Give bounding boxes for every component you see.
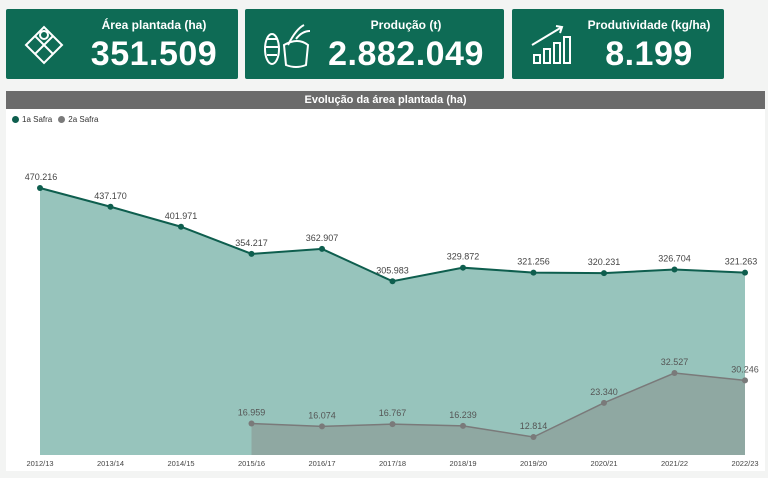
chart-legend: 1a Safra 2a Safra	[12, 115, 99, 124]
safra2-data-label: 16.239	[449, 410, 477, 420]
safra2-point	[671, 370, 678, 376]
x-axis-tick-label: 2021/22	[661, 459, 688, 468]
legend-marker-safra1	[12, 116, 19, 123]
x-axis-tick-label: 2014/15	[167, 459, 194, 468]
kpi-card-production: Produção (t) 2.882.049	[245, 9, 504, 79]
safra1-data-label: 305.983	[376, 265, 409, 275]
kpi-productivity-value: 8.199	[605, 35, 693, 73]
x-axis-tick-label: 2015/16	[238, 459, 265, 468]
series-safra2-area	[251, 373, 745, 455]
safra1-data-label: 329.872	[447, 252, 480, 262]
safra1-data-label: 437.170	[94, 191, 127, 201]
kpi-card-productivity: Produtividade (kg/ha) 8.199	[512, 9, 724, 79]
safra2-point	[530, 434, 537, 440]
safra1-data-label: 362.907	[306, 233, 339, 243]
safra1-point	[178, 223, 184, 230]
x-axis-tick-label: 2019/20	[520, 459, 547, 468]
safra2-data-label: 12.814	[520, 421, 548, 431]
x-axis-tick-label: 2017/18	[379, 459, 406, 468]
x-axis-tick-label: 2013/14	[97, 459, 124, 468]
safra1-data-label: 354.217	[235, 238, 268, 248]
safra2-point	[460, 422, 466, 429]
safra1-point	[742, 269, 748, 276]
safra1-data-label: 320.231	[588, 257, 621, 267]
kpi-area-value: 351.509	[90, 35, 218, 73]
safra1-point	[37, 185, 43, 191]
growth-chart-icon	[531, 25, 571, 64]
safra1-data-label: 401.971	[165, 211, 198, 221]
safra2-point	[248, 420, 255, 427]
x-axis-tick-label: 2016/17	[308, 459, 335, 468]
safra1-point	[319, 245, 325, 252]
safra2-data-label: 23.340	[590, 387, 618, 397]
safra2-point	[742, 377, 748, 384]
safra2-data-label: 32.527	[661, 357, 689, 367]
kpi-card-area: Área plantada (ha) 351.509	[6, 9, 238, 79]
safra1-data-label: 470.216	[25, 172, 58, 182]
safra1-point	[248, 250, 255, 257]
kpi-production-value: 2.882.049	[328, 35, 484, 73]
chart-title: Evolução da área plantada (ha)	[6, 91, 765, 109]
safra2-point	[319, 423, 325, 430]
area-chart-plot: 470.216 437.170 401.971 354.217 362.907 305.9…	[25, 172, 759, 468]
legend-label-safra1: 1a Safra	[22, 115, 53, 124]
safra2-data-label: 16.767	[379, 408, 407, 418]
safra2-point	[601, 399, 607, 406]
safra1-data-label: 321.263	[725, 257, 758, 267]
safra1-data-label: 321.256	[517, 257, 550, 267]
safra2-point	[389, 421, 396, 428]
safra1-point	[671, 266, 678, 273]
harvest-sack-icon	[264, 24, 311, 68]
x-axis-tick-label: 2022/23	[731, 459, 758, 468]
field-map-icon	[24, 25, 64, 65]
x-axis-tick-label: 2020/21	[590, 459, 617, 468]
legend-label-safra2: 2a Safra	[68, 115, 99, 124]
safra1-point	[601, 270, 607, 277]
safra1-point	[389, 278, 396, 285]
series-safra2-line	[251, 372, 746, 438]
safra2-data-label: 16.074	[308, 410, 336, 420]
safra1-point	[530, 269, 537, 276]
x-axis-tick-label: 2018/19	[449, 459, 476, 468]
safra2-data-label: 30.246	[731, 364, 759, 374]
series-safra1-area	[40, 188, 745, 455]
x-axis-tick-label: 2012/13	[26, 459, 53, 468]
kpi-production-title: Produção (t)	[370, 18, 442, 32]
area-chart-card: Evolução da área plantada (ha) 1a Safra …	[6, 91, 765, 471]
safra1-point	[460, 264, 466, 271]
kpi-area-title: Área plantada (ha)	[101, 18, 207, 32]
safra1-data-label: 326.704	[658, 253, 691, 263]
kpi-productivity-title: Produtividade (kg/ha)	[587, 18, 711, 32]
legend-marker-safra2	[58, 116, 66, 123]
safra1-point	[107, 203, 114, 210]
safra2-data-label: 16.959	[238, 408, 266, 418]
